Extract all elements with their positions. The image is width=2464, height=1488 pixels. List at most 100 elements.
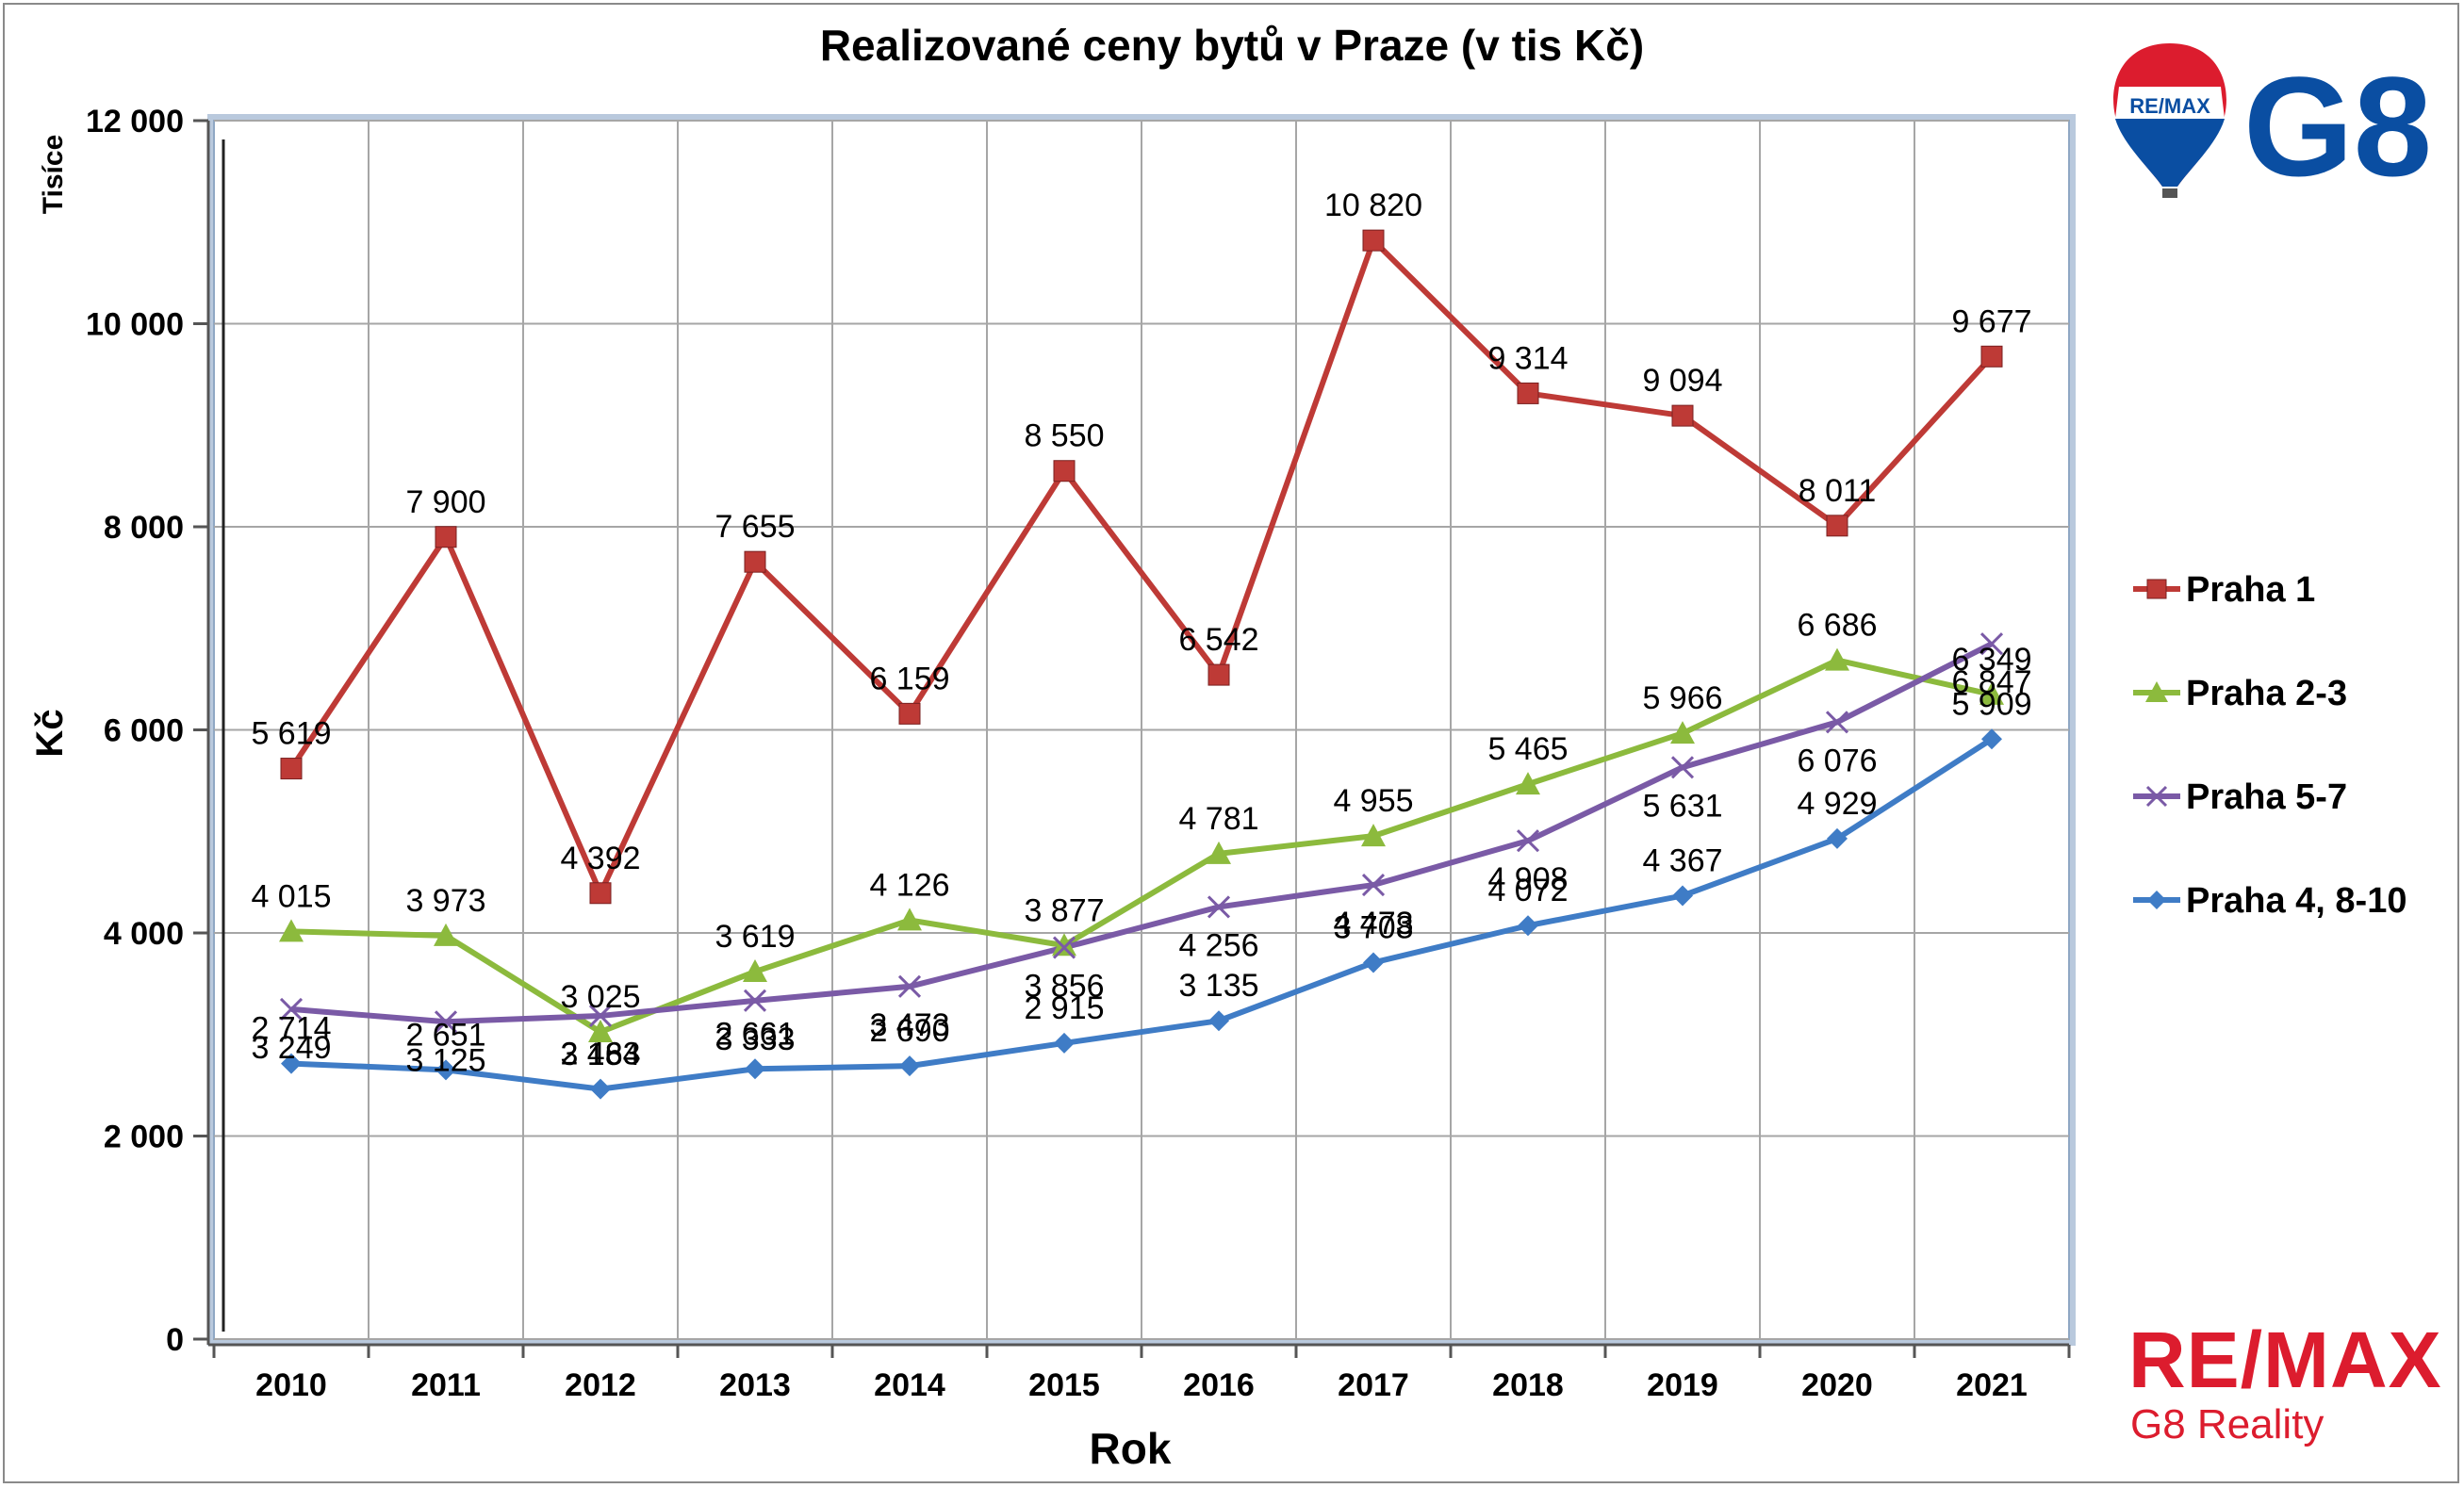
y-unit-label: Tisíce: [38, 135, 69, 215]
marker-diamond: [745, 1058, 765, 1080]
marker-triangle: [279, 919, 304, 942]
marker-triangle: [1516, 772, 1540, 795]
y-tick-labels: 0 2 000 4 000 6 000 8 000 10 000 12 000: [86, 104, 184, 1358]
marker-diamond: [435, 1059, 456, 1081]
g8-text: G8: [2243, 47, 2432, 205]
marker-triangle: [434, 923, 458, 946]
data-label: 5 631: [1642, 788, 1722, 824]
marker-triangle: [743, 959, 767, 983]
data-label: 2 651: [405, 1017, 485, 1053]
marker-diamond: [1363, 952, 1384, 973]
legend-label: Praha 2-3: [2186, 674, 2347, 713]
y-tick-label: 4 000: [104, 916, 184, 952]
chart-title: Realizované ceny bytů v Praze (v tis Kč): [820, 21, 1644, 70]
remax-g8-reality-logo: RE/MAX G8 Reality: [2128, 1315, 2449, 1447]
x-tick-label: 2011: [411, 1367, 481, 1403]
x-tick-labels: 2010 2011 2012 2013 2014 2015 2016 2017 2018 2019…: [255, 1367, 2028, 1403]
data-label: 8 550: [1024, 418, 1104, 454]
y-axis-title: Kč: [29, 709, 71, 757]
data-label: 3 249: [251, 1030, 331, 1066]
marker-square: [2146, 579, 2167, 599]
marker-x: [1052, 936, 1076, 959]
x-tick-label: 2014: [874, 1367, 945, 1403]
x-tick-label: 2010: [255, 1367, 327, 1403]
marker-diamond: [281, 1053, 302, 1074]
data-label: 6 076: [1797, 743, 1877, 778]
marker-triangle: [1052, 933, 1076, 957]
marker-triangle: [1825, 647, 1849, 671]
marker-square: [1517, 382, 1539, 404]
data-label: 3 473: [869, 1007, 949, 1043]
data-label: 6 542: [1178, 622, 1258, 658]
data-label: 4 367: [1642, 842, 1722, 878]
y-tick-label: 6 000: [104, 713, 184, 749]
data-label: 4 015: [251, 878, 331, 914]
series-line: [288, 237, 1995, 896]
y-tick-label: 0: [166, 1322, 184, 1358]
data-label: 3 877: [1024, 892, 1104, 928]
data-label: 9 314: [1487, 340, 1568, 376]
balloon-text: RE/MAX: [2129, 94, 2210, 118]
marker-x: [1516, 829, 1540, 853]
marker-x: [1207, 895, 1231, 919]
data-label: 2 915: [1024, 990, 1104, 1026]
data-label: 4 908: [1487, 861, 1568, 897]
marker-square: [1207, 663, 1230, 686]
data-label: 4 955: [1333, 783, 1413, 819]
data-label: 7 655: [715, 509, 795, 545]
marker-diamond: [2147, 891, 2166, 909]
data-label: 8 011: [1799, 473, 1877, 509]
marker-x: [1670, 756, 1695, 779]
series-line: [290, 641, 1994, 1025]
balloon-icon: [2113, 43, 2226, 198]
x-axis-title: Rok: [1090, 1424, 1172, 1473]
marker-x: [743, 989, 767, 1012]
x-tick-label: 2021: [1956, 1367, 2028, 1403]
remax-wordmark: RE/MAX: [2128, 1316, 2442, 1404]
marker-x: [434, 1010, 458, 1034]
marker-x: [897, 974, 922, 998]
marker-triangle: [588, 1020, 613, 1043]
data-label: 2 463: [560, 1037, 640, 1072]
y-tick-label: 10 000: [86, 307, 184, 343]
marker-triangle: [1979, 681, 2004, 705]
marker-x: [1979, 632, 2004, 656]
x-tick-label: 2019: [1647, 1367, 1718, 1403]
data-label: 6 349: [1951, 642, 2031, 678]
data-label: 6 159: [869, 661, 949, 696]
gridlines: [214, 120, 2069, 1340]
data-label: 3 856: [1024, 969, 1104, 1005]
marker-triangle: [1670, 721, 1695, 744]
x-tick-label: 2018: [1492, 1367, 1564, 1403]
marker-triangle: [1207, 841, 1231, 864]
marker-triangle: [1361, 824, 1386, 847]
marker-square: [435, 526, 457, 548]
marker-diamond: [1827, 827, 1848, 849]
x-tick-label: 2017: [1338, 1367, 1409, 1403]
marker-triangle: [2145, 681, 2168, 702]
x-tick-label: 2020: [1801, 1367, 1873, 1403]
remax-g8-logo: RE/MAX G8: [2102, 36, 2451, 205]
y-tick-label: 12 000: [86, 104, 184, 139]
data-label: 3 619: [715, 919, 795, 955]
g8-reality-wordmark: G8 Reality: [2130, 1401, 2324, 1447]
marker-x: [1361, 873, 1386, 897]
data-label: 5 966: [1642, 680, 1722, 716]
marker-x: [1825, 711, 1849, 734]
x-tick-label: 2013: [719, 1367, 791, 1403]
marker-diamond: [1208, 1010, 1229, 1032]
data-label: 3 708: [1333, 909, 1413, 945]
marker-square: [1053, 460, 1076, 482]
data-label: 5 909: [1951, 686, 2031, 722]
legend-label: Praha 1: [2186, 570, 2315, 610]
data-label: 5 619: [251, 716, 331, 752]
data-label: 4 072: [1487, 873, 1568, 908]
marker-x: [2145, 785, 2168, 808]
data-label: 3 025: [560, 979, 640, 1015]
marker-diamond: [1518, 915, 1538, 937]
data-label: 7 900: [405, 484, 485, 520]
marker-square: [280, 758, 303, 780]
x-tick-label: 2012: [565, 1367, 636, 1403]
y-tick-label: 8 000: [104, 510, 184, 546]
